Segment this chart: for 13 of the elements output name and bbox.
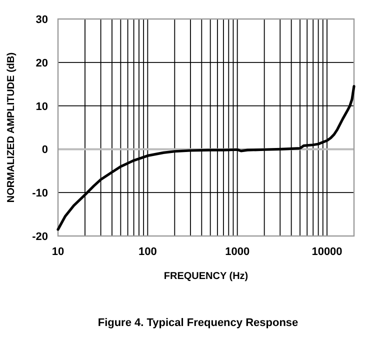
- y-tick-label: 0: [42, 144, 48, 156]
- x-tick-label: 10: [52, 246, 64, 258]
- x-axis-title: FREQUENCY (Hz): [164, 271, 248, 282]
- y-tick-label: 10: [36, 100, 48, 113]
- x-tick-label: 1000: [225, 246, 250, 258]
- x-tick-label: 10000: [312, 246, 342, 258]
- y-tick-label: 20: [36, 57, 48, 70]
- x-tick-label: 100: [138, 246, 157, 258]
- y-tick-label: -10: [32, 188, 48, 200]
- y-axis-title: NORMALIZED AMPLITUDE (dB): [6, 52, 17, 203]
- y-tick-label: 30: [36, 14, 48, 26]
- text: Figure 4. Typical Frequency Response: [98, 317, 298, 329]
- y-tick-label: -20: [32, 231, 48, 243]
